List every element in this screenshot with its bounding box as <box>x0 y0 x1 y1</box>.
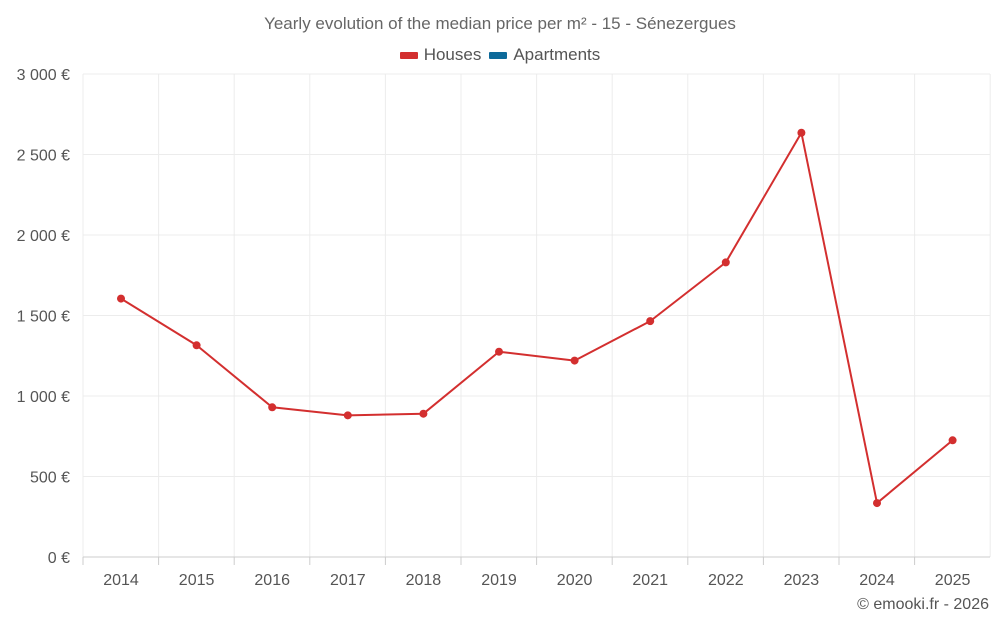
data-point-houses-2023 <box>797 128 806 137</box>
data-point-houses-2021 <box>646 317 655 326</box>
y-tick-label-2500: 2 500 € <box>17 148 70 165</box>
x-tick-label-2016: 2016 <box>254 572 290 589</box>
data-point-houses-2025 <box>948 436 957 445</box>
series-line-houses <box>120 131 954 505</box>
legend-label-houses: Houses <box>423 45 482 64</box>
x-tick-label-2019: 2019 <box>481 572 517 589</box>
axes: 0 € 500 € 1 000 € 1 500 € 2 000 € 2 500 € 3 00… <box>17 67 990 589</box>
data-point-houses-2017 <box>343 411 352 420</box>
y-tick-label-0: 0 € <box>48 550 70 567</box>
x-tick-label-2017: 2017 <box>330 572 366 589</box>
data-point-houses-2015 <box>192 341 201 350</box>
x-tick-label-2023: 2023 <box>784 572 820 589</box>
series-houses <box>117 128 957 508</box>
data-point-houses-2014 <box>117 294 125 303</box>
x-tick-label-2015: 2015 <box>179 572 215 589</box>
x-tick-label-2020: 2020 <box>557 572 593 589</box>
legend: Houses Apartments <box>0 45 1000 65</box>
y-tick-label-1500: 1 500 € <box>17 309 70 326</box>
chart-title: Yearly evolution of the median price per… <box>264 14 736 33</box>
data-point-houses-2018 <box>419 409 428 418</box>
x-tick-label-2018: 2018 <box>406 572 442 589</box>
y-tick-label-3000: 3 000 € <box>17 67 70 84</box>
data-point-houses-2016 <box>268 403 277 412</box>
y-tick-label-500: 500 € <box>30 470 70 487</box>
y-tick-label-1000: 1 000 € <box>17 389 70 406</box>
data-point-houses-2020 <box>570 356 579 365</box>
data-point-houses-2019 <box>495 347 503 356</box>
legend-item-houses[interactable]: Houses <box>399 45 482 65</box>
y-tick-label-2000: 2 000 € <box>17 228 70 245</box>
credit-text: © emooki.fr - 2026 <box>857 596 989 613</box>
legend-swatch-houses <box>399 51 418 59</box>
legend-item-apartments[interactable]: Apartments <box>489 45 600 65</box>
data-point-houses-2022 <box>721 258 730 267</box>
x-tick-label-2022: 2022 <box>708 572 744 589</box>
legend-swatch-apartments <box>489 51 508 59</box>
x-tick-label-2021: 2021 <box>632 572 668 589</box>
x-tick-label-2024: 2024 <box>859 572 895 589</box>
x-tick-label-2014: 2014 <box>103 572 139 589</box>
grid-lines <box>82 73 991 557</box>
x-tick-label-2025: 2025 <box>935 572 971 589</box>
legend-label-apartments: Apartments <box>513 45 601 64</box>
data-point-houses-2024 <box>873 499 881 508</box>
